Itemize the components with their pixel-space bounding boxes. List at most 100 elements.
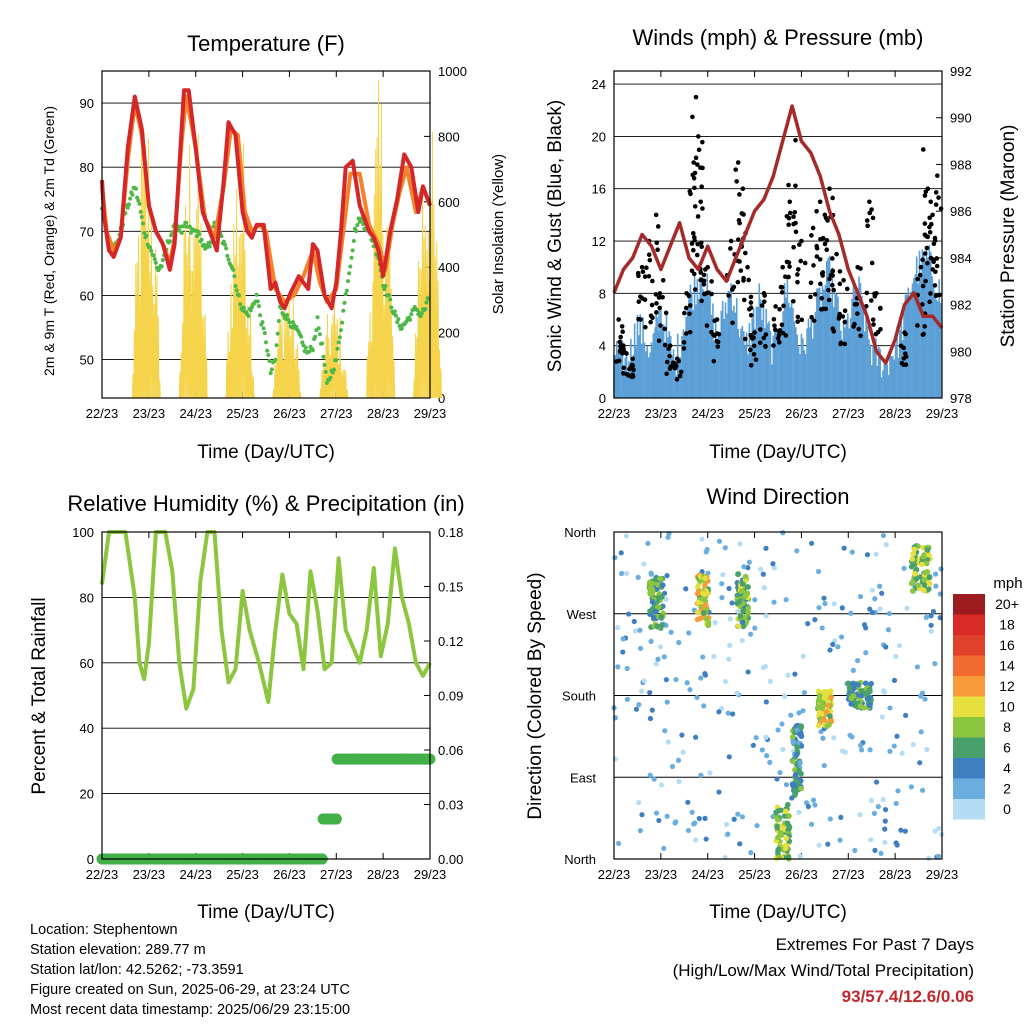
wind-direction-point xyxy=(782,845,789,852)
dewpoint-point xyxy=(316,326,321,331)
wind-direction-point xyxy=(699,536,705,542)
gust-point xyxy=(922,324,927,329)
dewpoint-point xyxy=(182,224,186,229)
gust-point xyxy=(809,314,814,320)
gust-point xyxy=(920,147,926,152)
gust-point xyxy=(799,238,804,244)
gust-point xyxy=(748,312,754,318)
gust-point xyxy=(798,258,804,264)
dewpoint-point xyxy=(382,287,387,292)
wind-direction-point xyxy=(824,723,830,730)
gust-point xyxy=(826,297,832,303)
wind-direction-point xyxy=(815,722,822,729)
wind-direction-point xyxy=(623,533,629,539)
wind-direction-point xyxy=(835,644,841,650)
wind-direction-point xyxy=(827,713,833,719)
gust-point xyxy=(705,290,711,295)
dewpoint-point xyxy=(265,348,270,353)
gust-point xyxy=(837,269,843,274)
wind-direction-point xyxy=(893,800,899,807)
dewpoint-point xyxy=(303,345,308,350)
gust-point xyxy=(771,343,776,348)
wind-direction-point xyxy=(913,566,920,573)
gust-point xyxy=(735,279,741,285)
dewpoint-point xyxy=(262,331,267,336)
gust-point xyxy=(791,245,796,250)
dewpoint-point xyxy=(226,257,231,262)
wind-direction-point xyxy=(887,705,893,711)
wind-direction-point xyxy=(868,837,874,843)
wind-direction-point xyxy=(636,799,642,806)
gust-point xyxy=(786,274,791,280)
gust-point xyxy=(647,257,653,263)
gust-point xyxy=(772,323,777,328)
gust-point xyxy=(793,183,798,189)
gust-point xyxy=(901,345,907,351)
wind-direction-point xyxy=(879,590,885,596)
gust-point xyxy=(693,155,699,161)
dewpoint-point xyxy=(144,233,149,238)
dewpoint-point xyxy=(348,264,353,269)
wind-direction-point xyxy=(925,552,932,558)
dewpoint-point xyxy=(395,320,400,325)
winds-ytick-right-label: 988 xyxy=(950,157,972,172)
gust-point xyxy=(698,165,703,170)
gust-point xyxy=(715,344,721,349)
wind-direction-point xyxy=(664,699,670,705)
gust-point xyxy=(654,310,659,315)
wind-direction-point xyxy=(649,707,655,713)
wind-direction-point xyxy=(673,819,679,825)
wind-direction-point xyxy=(692,820,698,826)
gust-point xyxy=(650,278,655,284)
wind-direction-point xyxy=(908,563,915,570)
winds-ytick-label: 24 xyxy=(592,77,606,92)
wind-direction-point xyxy=(790,739,797,745)
wind-direction-point xyxy=(785,853,792,860)
gust-point xyxy=(657,291,663,296)
wind-direction-point xyxy=(912,570,918,577)
dewpoint-point xyxy=(409,312,414,317)
wind-direction-point xyxy=(745,584,751,590)
solar-insolation-series xyxy=(131,79,443,399)
gust-point xyxy=(925,234,931,240)
wind-direction-point xyxy=(664,572,670,579)
gust-point xyxy=(931,241,937,247)
gust-point xyxy=(695,162,700,167)
gust-point xyxy=(819,295,825,301)
wind-direction-point xyxy=(882,826,888,832)
wind-direction-point xyxy=(653,810,660,816)
dewpoint-point xyxy=(249,305,254,310)
wind-direction-point xyxy=(763,613,769,619)
dewpoint-point xyxy=(179,230,184,235)
gust-point xyxy=(795,314,801,320)
gust-point xyxy=(928,291,933,296)
gust-point xyxy=(791,214,796,219)
wind-direction-point xyxy=(849,734,855,740)
wind-direction-point xyxy=(928,613,934,619)
gust-point xyxy=(660,277,666,283)
dewpoint-point xyxy=(389,305,394,310)
dir-ytick-label: West xyxy=(567,607,597,622)
gust-point xyxy=(735,160,741,165)
wind-direction-point xyxy=(624,696,630,702)
gust-point xyxy=(757,340,763,346)
dewpoint-point xyxy=(346,279,350,284)
gust-point xyxy=(787,264,792,269)
gust-point xyxy=(795,272,800,277)
dewpoint-point xyxy=(136,198,141,203)
dewpoint-point xyxy=(321,354,326,359)
wind-direction-point xyxy=(778,832,785,838)
gust-point xyxy=(691,176,697,181)
gust-point xyxy=(777,306,782,312)
wind-direction-point xyxy=(819,704,826,711)
gust-point xyxy=(927,299,932,305)
rh-ytick-right-label: 0.18 xyxy=(438,525,463,540)
wind-direction-point xyxy=(910,741,916,748)
wind-direction-point xyxy=(922,569,929,576)
speed-legend-swatch xyxy=(953,655,985,676)
gust-point xyxy=(915,323,920,328)
dewpoint-point xyxy=(415,307,420,312)
gust-point xyxy=(748,332,753,338)
gust-point xyxy=(688,191,693,197)
wind-direction-xlabel: Time (Day/UTC) xyxy=(709,902,847,923)
